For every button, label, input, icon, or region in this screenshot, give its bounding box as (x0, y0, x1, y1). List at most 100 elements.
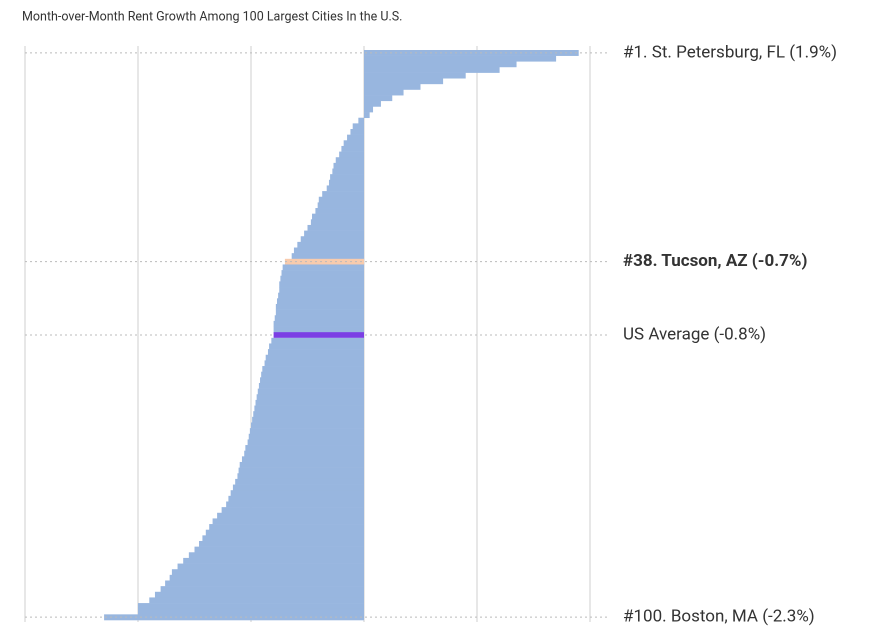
bar (284, 258, 364, 265)
bar (199, 540, 364, 547)
bar (333, 162, 364, 169)
bar (297, 241, 364, 248)
bar (364, 83, 421, 90)
bar (279, 287, 364, 293)
bar (165, 580, 364, 587)
bar (160, 586, 364, 593)
bar (364, 61, 517, 68)
bar (149, 597, 364, 604)
bar (312, 213, 364, 220)
bar (265, 354, 364, 361)
bar (330, 174, 364, 181)
bar (209, 524, 364, 531)
bar (358, 117, 364, 124)
bar (171, 569, 364, 576)
bar (318, 196, 364, 203)
bar (237, 473, 364, 480)
bar (364, 95, 393, 102)
bar (269, 343, 364, 350)
bar (364, 100, 381, 107)
bar (244, 450, 364, 457)
bar (239, 461, 364, 468)
bar (177, 563, 364, 570)
bar (255, 399, 364, 406)
average-bar (273, 332, 364, 338)
bar (205, 529, 364, 536)
bar (339, 151, 364, 158)
bar (154, 591, 364, 598)
bar (271, 337, 364, 344)
bar (274, 315, 364, 322)
bar (232, 484, 364, 491)
bar (273, 326, 364, 333)
bar (282, 264, 364, 271)
bar (252, 416, 364, 423)
bar (315, 208, 364, 214)
bar (304, 230, 364, 237)
bar (300, 236, 364, 243)
bar (194, 546, 364, 553)
bar (262, 366, 364, 372)
bar (347, 134, 364, 141)
bar (241, 456, 364, 463)
bar (341, 145, 364, 152)
bar (256, 394, 364, 401)
bar (291, 253, 364, 260)
bar (247, 439, 364, 446)
bar (343, 140, 364, 147)
bar (257, 388, 364, 395)
bar (212, 518, 364, 525)
bar (281, 270, 364, 277)
bar (332, 168, 364, 175)
bar (238, 467, 364, 474)
bar (273, 320, 364, 327)
bar (235, 478, 364, 485)
bar (260, 377, 364, 384)
bar (310, 219, 364, 226)
bar (188, 552, 364, 559)
bar (335, 157, 364, 164)
bar (364, 72, 466, 79)
bar (249, 428, 364, 435)
bar (364, 55, 557, 62)
bar (275, 309, 364, 316)
bar (280, 275, 364, 282)
bar (226, 501, 364, 508)
chart-title: Month-over-Month Rent Growth Among 100 L… (22, 9, 402, 24)
bar (251, 422, 364, 429)
bar (317, 202, 364, 209)
bar (104, 614, 364, 621)
bar-label: #100. Boston, MA (-2.3%) (623, 607, 815, 627)
bar (364, 66, 500, 73)
bar (364, 89, 404, 96)
bar (183, 557, 364, 564)
bar (278, 292, 364, 299)
bar (217, 512, 364, 519)
bar (326, 185, 364, 192)
average-label: US Average (-0.8%) (623, 324, 766, 344)
bar (364, 112, 370, 119)
bar (276, 298, 364, 305)
bar (267, 349, 364, 356)
bar (322, 191, 364, 198)
bar (258, 382, 364, 389)
bar (264, 360, 364, 367)
bar-label: #38. Tucson, AZ (-0.7%) (623, 251, 807, 271)
bar (275, 303, 364, 310)
bar (202, 535, 364, 542)
bar (230, 490, 364, 497)
bar (221, 507, 364, 514)
bar (228, 495, 364, 502)
bar (248, 433, 364, 440)
bar-label: #1. St. Petersburg, FL (1.9%) (623, 42, 837, 62)
bar (253, 411, 364, 418)
bar (364, 78, 444, 85)
bar (307, 224, 364, 231)
bar (138, 608, 364, 615)
bar (245, 445, 364, 451)
bar (138, 603, 364, 610)
bar (261, 371, 364, 378)
bar (254, 405, 364, 412)
bar (328, 179, 364, 186)
